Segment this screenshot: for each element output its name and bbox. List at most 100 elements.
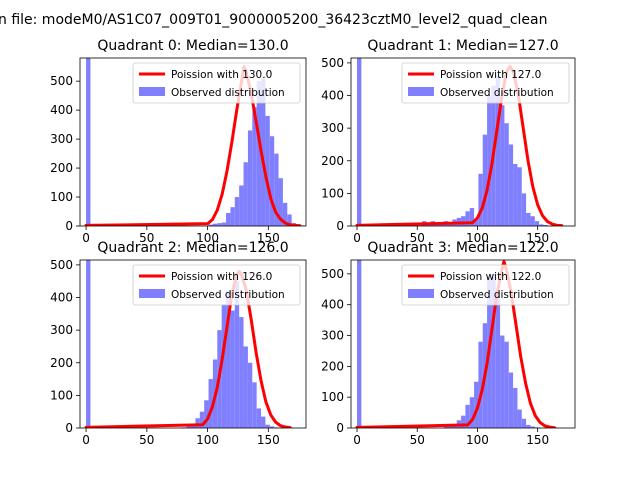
legend-bar-swatch <box>408 289 434 298</box>
histogram-bar <box>247 362 253 428</box>
histogram-bar <box>86 260 91 428</box>
legend-bar-swatch <box>139 289 165 298</box>
subplot-quadrant-2: 0 50 100 150 0 100 200 300 400 500 Quadrant 2: Med… <box>50 240 307 447</box>
legend: Poission with 126.0 Observed distribution <box>132 264 301 306</box>
histogram-bar <box>491 273 496 428</box>
axes-frame <box>79 259 307 429</box>
histogram-bar <box>500 105 505 226</box>
histogram-bar <box>465 211 470 226</box>
histogram-bar <box>504 341 509 428</box>
axes-frame <box>350 57 576 227</box>
x-tick-label: 0 <box>82 231 90 245</box>
histogram-bar <box>478 173 483 226</box>
histogram-bar <box>487 95 492 226</box>
histogram-bar <box>530 426 535 428</box>
legend-label-poisson: Poission with 130.0 <box>171 69 272 81</box>
histogram-bar <box>261 78 266 226</box>
x-tick-label: 0 <box>353 231 361 245</box>
histogram-bar <box>482 134 488 226</box>
histogram-bar <box>265 115 270 226</box>
subplot-title: Quadrant 2: Median=126.0 <box>97 240 288 256</box>
subplot-quadrant-1: 0 50 100 150 0 100 200 300 400 500 Quadrant 1: Med… <box>321 38 576 245</box>
y-tick-label: 300 <box>321 329 344 343</box>
subplot-title: Quadrant 1: Median=127.0 <box>367 38 558 54</box>
x-tick-label: 150 <box>526 433 549 447</box>
x-tick-label: 150 <box>257 433 280 447</box>
histogram-bar <box>357 58 362 226</box>
histogram-bar <box>474 381 479 428</box>
histogram-bar <box>521 418 527 428</box>
x-tick-label: 50 <box>410 433 425 447</box>
histogram-bar <box>269 136 275 226</box>
x-tick-label: 100 <box>196 231 219 245</box>
histogram-bar <box>478 341 483 428</box>
histogram-bar <box>234 197 240 226</box>
y-tick-label: 200 <box>50 356 73 370</box>
axes-frame <box>350 259 576 429</box>
histogram-bar <box>243 162 248 226</box>
histogram-bar <box>269 426 275 428</box>
histogram-bar <box>461 415 466 428</box>
y-tick-label: 300 <box>321 121 344 135</box>
legend-label-observed: Observed distribution <box>440 289 554 301</box>
x-tick-label: 50 <box>139 231 154 245</box>
plot-area <box>355 58 564 226</box>
legend-label-observed: Observed distribution <box>171 87 285 99</box>
x-tick-label: 50 <box>410 231 425 245</box>
histogram-bar <box>357 260 362 428</box>
histogram-bar <box>217 223 222 226</box>
y-tick-label: 100 <box>50 190 73 204</box>
histogram-bar <box>469 208 475 226</box>
histogram-bar <box>495 75 501 226</box>
histogram-bar <box>186 426 192 428</box>
x-tick-label: 100 <box>466 231 489 245</box>
y-tick-label: 400 <box>321 298 344 312</box>
legend-label-poisson: Poission with 127.0 <box>440 69 541 81</box>
histogram-bar <box>230 310 235 428</box>
y-tick-label: 0 <box>336 219 344 233</box>
histogram-bar <box>282 202 288 226</box>
figure-suptitle: n file: modeM0/AS1C07_009T01_9000005200_… <box>0 12 547 28</box>
histogram-bar <box>247 130 253 226</box>
legend-label-poisson: Poission with 126.0 <box>171 271 272 283</box>
y-tick-label: 300 <box>50 132 73 146</box>
y-tick-label: 400 <box>50 103 73 117</box>
x-tick-label: 0 <box>353 433 361 447</box>
y-tick-label: 500 <box>321 267 344 281</box>
y-tick-label: 500 <box>50 258 73 272</box>
legend-box <box>401 62 570 104</box>
axes-frame <box>79 57 307 227</box>
histogram-bar <box>539 224 544 226</box>
subplot-title: Quadrant 0: Median=130.0 <box>97 38 288 54</box>
histogram-bar <box>208 224 213 226</box>
y-tick-label: 0 <box>65 421 73 435</box>
histogram-bar <box>243 346 248 428</box>
legend: Poission with 127.0 Observed distribution <box>401 62 570 104</box>
histogram-bar <box>204 400 209 428</box>
histogram-bar <box>234 281 240 428</box>
histogram-bar <box>521 193 527 226</box>
y-tick-label: 400 <box>50 291 73 305</box>
legend-box <box>132 62 301 104</box>
histogram-bar <box>517 167 522 226</box>
y-tick-label: 300 <box>50 323 73 337</box>
histogram-bar <box>517 409 522 428</box>
histogram-bar <box>439 224 444 226</box>
histogram-bar <box>530 216 535 226</box>
histogram-bar <box>239 185 244 226</box>
legend-bar-swatch <box>139 87 165 96</box>
legend-bar-swatch <box>408 87 434 96</box>
histogram-bar <box>534 221 540 226</box>
x-tick-label: 50 <box>139 433 154 447</box>
histogram-bar <box>474 219 479 226</box>
x-tick-label: 150 <box>526 231 549 245</box>
subplot-title: Quadrant 3: Median=122.0 <box>367 240 558 256</box>
histogram-bar <box>226 290 231 428</box>
x-tick-label: 100 <box>196 433 219 447</box>
histogram-bar <box>508 372 514 428</box>
y-tick-label: 500 <box>50 74 73 88</box>
legend-label-poisson: Poission with 122.0 <box>440 271 541 283</box>
legend-box <box>401 264 570 306</box>
x-tick-label: 150 <box>257 231 280 245</box>
y-tick-label: 100 <box>321 390 344 404</box>
